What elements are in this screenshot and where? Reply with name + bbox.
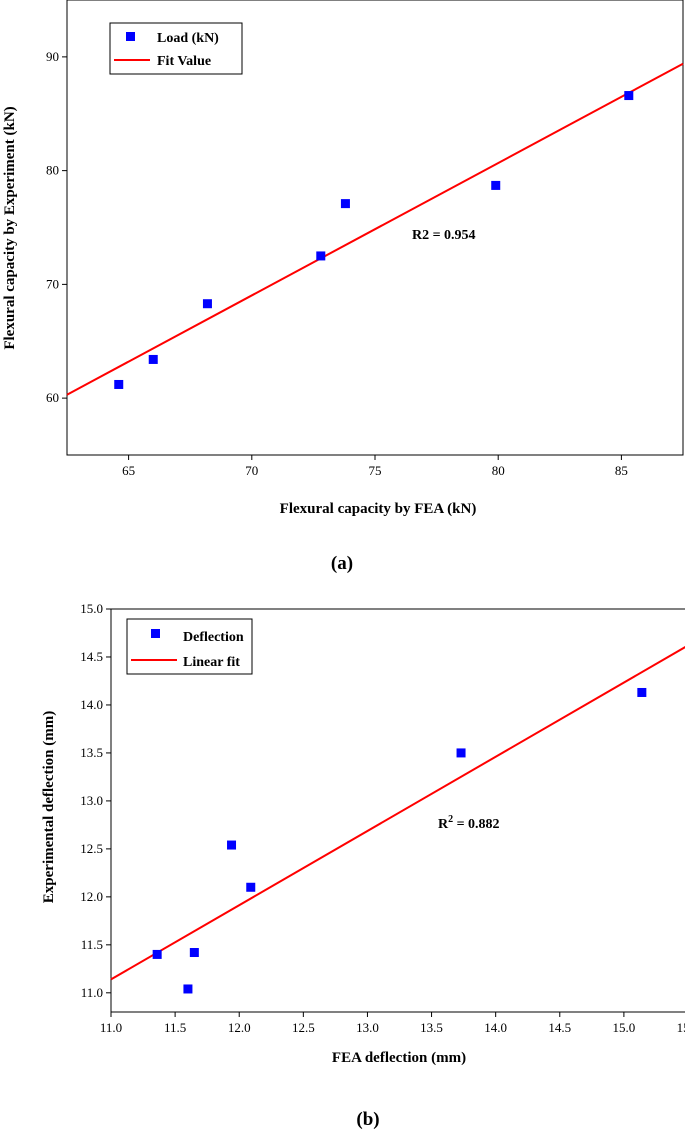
chart-b-r2-base: R [438,817,449,832]
y-tick-label: 13.0 [80,793,103,808]
chart-a-y-axis-label: Flexural capacity by Experiment (kN) [2,106,18,349]
chart-a-panel-label: (a) [331,553,353,574]
data-point [202,299,212,309]
y-tick-label: 12.5 [80,841,103,856]
x-tick-label: 80 [492,463,505,478]
chart-b-plot-frame [110,608,685,1013]
y-tick-label: 15.0 [80,601,103,616]
data-point [491,180,501,190]
chart-b-legend-label-deflection: Deflection [183,630,244,645]
chart-b-legend-label-fit: Linear fit [183,655,240,670]
y-tick-label: 14.5 [80,649,103,664]
chart-a-legend: Load (kN) Fit Value [109,22,243,75]
chart-a-x-axis-label: Flexural capacity by FEA (kN) [280,501,477,517]
chart-a-fit-line [66,62,684,396]
chart-b: 11.0 11.5 12.0 12.5 13.0 13.5 14.0 14.5 15.0 15.5… [41,601,685,1130]
x-tick-label: 15.5 [677,1020,685,1035]
chart-b-x-axis-label: FEA deflection (mm) [332,1050,466,1066]
x-tick-label: 12.5 [292,1020,315,1035]
y-tick-label: 14.0 [80,697,103,712]
chart-a: 65 70 75 80 85 60 70 80 90 R2 = 0.954 Load (kN) … [2,0,684,574]
x-tick-label: 11.0 [100,1020,122,1035]
chart-b-legend-box [126,618,253,675]
data-point [189,948,199,958]
chart-a-points [114,91,634,389]
y-tick-label: 13.5 [80,745,103,760]
data-point [183,984,193,994]
chart-b-legend: Deflection Linear fit [126,618,253,675]
x-tick-label: 11.5 [164,1020,186,1035]
y-tick-label: 80 [46,163,59,178]
chart-a-legend-label-fit: Fit Value [157,54,211,69]
chart-a-ticks: 65 70 75 80 85 60 70 80 90 [46,49,628,478]
chart-b-points [152,687,647,994]
chart-a-legend-marker-load [126,32,135,41]
y-tick-label: 12.0 [80,889,103,904]
data-point [340,199,350,209]
chart-b-r2-superscript: 2 [448,814,453,825]
x-tick-label: 14.5 [548,1020,571,1035]
x-tick-label: 13.0 [356,1020,379,1035]
data-point [114,379,124,389]
chart-a-r2-annotation: R2 = 0.954 [412,228,476,243]
x-tick-label: 13.5 [420,1020,443,1035]
chart-b-r2-annotation: R2 = 0.882 [438,814,500,832]
x-tick-label: 65 [122,463,135,478]
y-tick-label: 11.5 [81,937,103,952]
x-tick-label: 14.0 [484,1020,507,1035]
y-tick-label: 60 [46,390,59,405]
x-tick-label: 15.0 [613,1020,636,1035]
data-point [624,91,634,101]
data-point [246,882,256,892]
y-tick-label: 70 [46,276,59,291]
chart-b-panel-label: (b) [356,1109,379,1130]
y-tick-label: 90 [46,49,59,64]
chart-a-legend-box [109,22,243,75]
data-point [456,748,466,758]
chart-b-fit-line [110,646,685,981]
x-tick-label: 75 [369,463,382,478]
x-tick-label: 12.0 [228,1020,251,1035]
chart-b-y-axis-label: Experimental deflection (mm) [41,711,57,903]
data-point [637,687,647,697]
x-tick-label: 70 [245,463,258,478]
x-tick-label: 85 [615,463,628,478]
data-point [316,251,326,261]
chart-b-legend-marker-deflection [151,629,160,638]
data-point [148,354,158,364]
chart-b-ticks: 11.0 11.5 12.0 12.5 13.0 13.5 14.0 14.5 15.0 15.5… [80,601,685,1035]
data-point [152,949,162,959]
chart-b-r2-value: = 0.882 [453,817,499,832]
chart-a-legend-label-load: Load (kN) [157,31,219,46]
y-tick-label: 11.0 [81,985,103,1000]
data-point [227,840,237,850]
